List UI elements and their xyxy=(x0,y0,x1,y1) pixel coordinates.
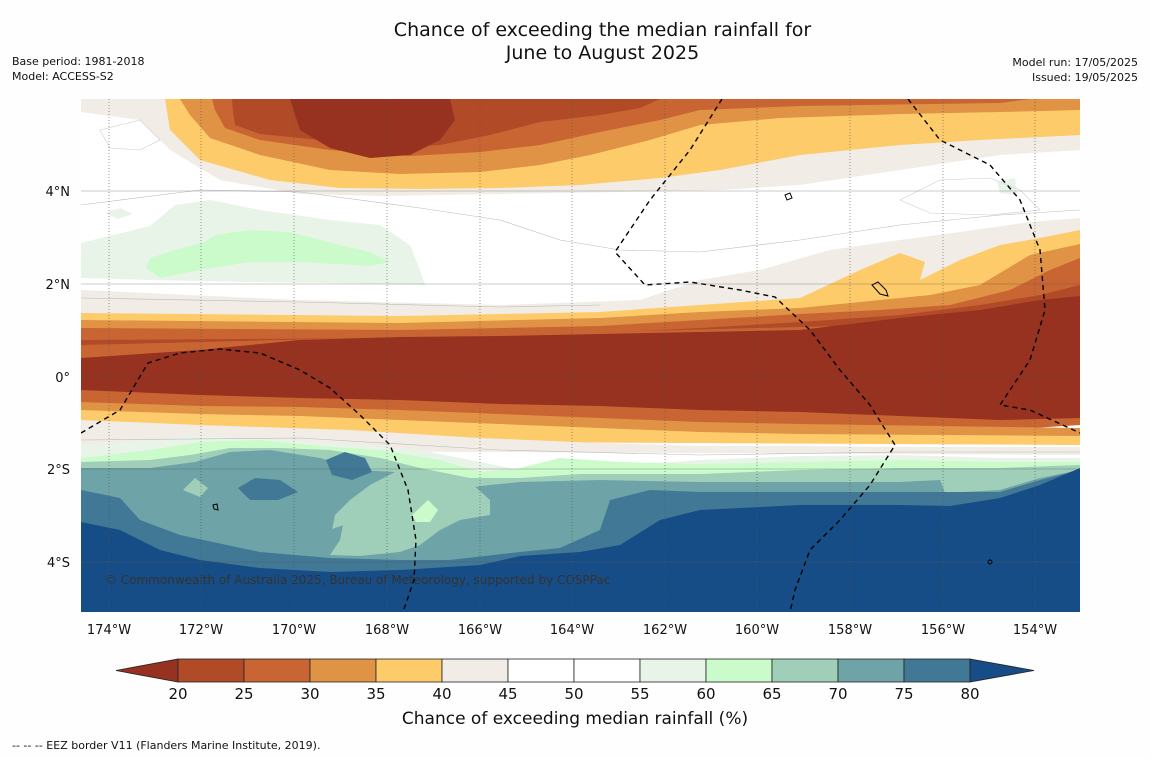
model-run: Model run: 17/05/2025 xyxy=(1012,56,1138,69)
colorbar-label: 60 xyxy=(696,685,715,700)
lon-label: 174°W xyxy=(87,623,131,638)
lon-label: 156°W xyxy=(921,623,965,638)
colorbar xyxy=(115,658,1035,683)
map-title-line1: Chance of exceeding the median rainfall … xyxy=(393,19,812,41)
colorbar-label: 70 xyxy=(828,685,847,700)
meta-left: Base period: 1981-2018 Model: ACCESS-S2 xyxy=(12,54,144,84)
model-name: Model: ACCESS-S2 xyxy=(12,70,114,83)
issued-date: Issued: 19/05/2025 xyxy=(1031,71,1138,84)
south-wet-70-patch xyxy=(330,482,490,556)
map-plot-area: © Commonwealth of Australia 2025, Bureau… xyxy=(81,99,1080,612)
colorbar-bin xyxy=(903,658,971,683)
island-1 xyxy=(784,192,793,201)
colorbar-label: 50 xyxy=(564,685,583,700)
colorbar-bin xyxy=(375,658,443,683)
island-3 xyxy=(212,503,219,511)
colorbar-extend-low xyxy=(115,658,179,683)
colorbar-label: 35 xyxy=(366,685,385,700)
lon-label: 158°W xyxy=(828,623,872,638)
lat-label-2s: 2°S xyxy=(47,463,70,478)
colorbar-bin xyxy=(441,658,509,683)
lon-labels: 174°W 172°W 170°W 168°W 166°W 164°W 162°… xyxy=(87,623,1057,638)
colorbar-bin xyxy=(837,658,905,683)
lat-label-2n: 2°N xyxy=(46,278,71,293)
colorbar-label: 45 xyxy=(498,685,517,700)
lon-label: 166°W xyxy=(458,623,502,638)
contour-line-1 xyxy=(81,189,1080,253)
colorbar-bin xyxy=(705,658,773,683)
eez-border-3 xyxy=(907,99,1080,434)
map-title-line2: June to August 2025 xyxy=(505,42,700,64)
colorbar-label: 55 xyxy=(630,685,649,700)
lon-label: 170°W xyxy=(272,623,316,638)
lon-label: 154°W xyxy=(1013,623,1057,638)
meta-right: Model run: 17/05/2025 Issued: 19/05/2025 xyxy=(1012,55,1138,85)
colorbar-label: 25 xyxy=(234,685,253,700)
eez-legend-footer: -- -- -- EEZ border V11 (Flanders Marine… xyxy=(12,739,321,752)
island-2 xyxy=(871,281,889,297)
south-wet-65-patch xyxy=(412,500,438,522)
lon-label: 168°W xyxy=(365,623,409,638)
lat-label-4s: 4°S xyxy=(47,556,70,571)
lat-label-eq: 0° xyxy=(55,371,70,386)
eez-border-1 xyxy=(81,348,417,612)
rainfall-map: © Commonwealth of Australia 2025, Bureau… xyxy=(46,99,1080,700)
colorbar-label: 80 xyxy=(960,685,979,700)
colorbar-labels: 20 25 30 35 40 45 50 55 60 65 70 75 80 xyxy=(168,685,979,700)
colorbar-title: Chance of exceeding median rainfall (%) xyxy=(401,709,749,729)
colorbar-bin xyxy=(177,658,245,683)
colorbar-bin xyxy=(639,658,707,683)
eez-border-2 xyxy=(614,99,896,612)
map-gridlines xyxy=(81,99,1080,612)
colorbar-label: 65 xyxy=(762,685,781,700)
colorbar-label: 40 xyxy=(432,685,451,700)
lon-label: 172°W xyxy=(179,623,223,638)
south-band-80-blob2 xyxy=(238,478,298,500)
south-band-gt80 xyxy=(81,468,1080,612)
lat-label-4n: 4°N xyxy=(46,185,71,200)
contour-line-4 xyxy=(81,297,601,308)
colorbar-label: 20 xyxy=(168,685,187,700)
lon-label: 162°W xyxy=(643,623,687,638)
north-band-20 xyxy=(290,99,455,158)
base-period: Base period: 1981-2018 xyxy=(12,55,145,68)
north-wet-60b xyxy=(105,208,133,219)
colorbar-bin xyxy=(243,658,311,683)
colorbar-bin xyxy=(507,658,575,683)
lon-label: 164°W xyxy=(550,623,594,638)
contour-line-3 xyxy=(899,177,1041,216)
contour-line-5 xyxy=(81,437,1080,456)
copyright-text: © Commonwealth of Australia 2025, Bureau… xyxy=(105,573,610,587)
colorbar-bin xyxy=(573,658,641,683)
south-band-80-blob1 xyxy=(326,452,372,480)
colorbar-bin xyxy=(309,658,377,683)
lon-label: 160°W xyxy=(735,623,779,638)
north-wet-65a xyxy=(146,230,390,278)
colorbar-label: 30 xyxy=(300,685,319,700)
colorbar-bin xyxy=(771,658,839,683)
contour-line-2 xyxy=(99,119,161,151)
south-wet-70-patch2 xyxy=(183,478,208,497)
equator-band-20 xyxy=(81,296,1080,420)
colorbar-label: 75 xyxy=(894,685,913,700)
colorbar-extend-high xyxy=(969,658,1035,683)
